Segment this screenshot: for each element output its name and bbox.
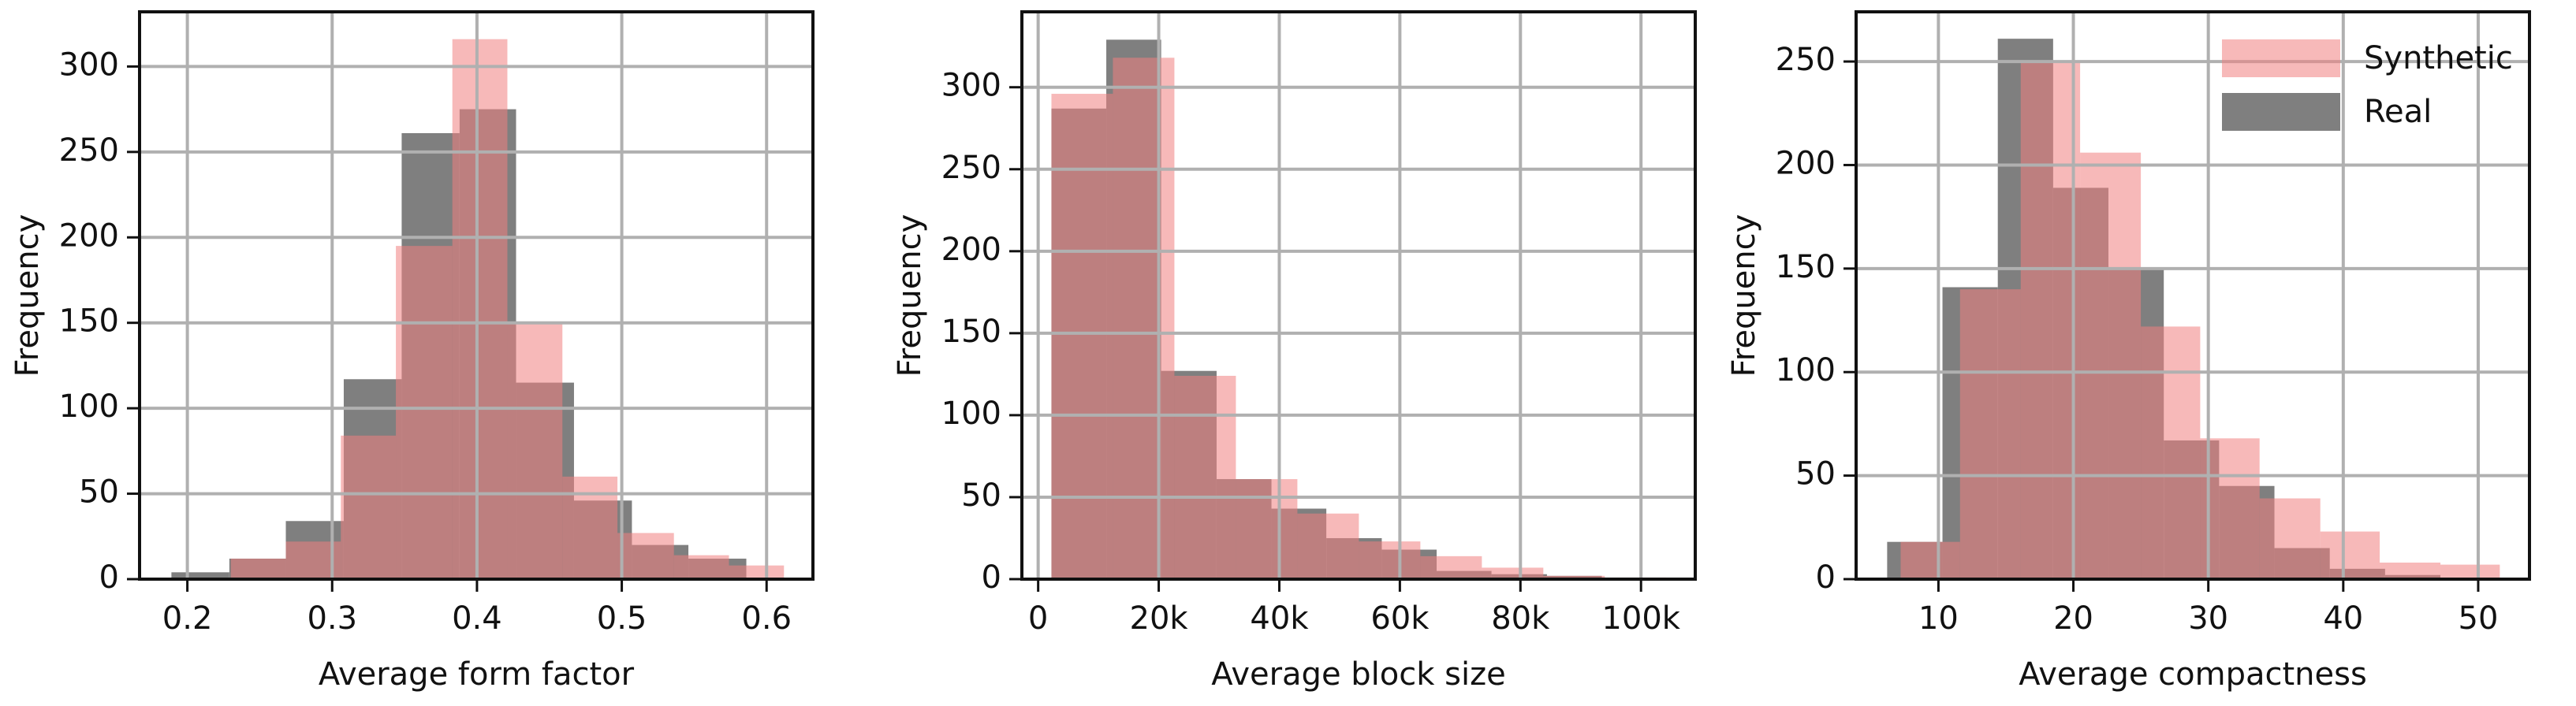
x-tick-label: 0.5: [597, 600, 647, 637]
x-tick-label: 80k: [1491, 600, 1550, 637]
x-tick-label: 20: [2053, 600, 2093, 637]
y-tick-label: 0: [99, 559, 119, 596]
y-tick-label: 200: [59, 217, 119, 254]
x-axis-label: Average form factor: [319, 656, 635, 693]
x-tick-label: 0.3: [307, 600, 357, 637]
y-tick-label: 50: [1795, 456, 1836, 492]
bar: [341, 435, 397, 579]
plot-frame: [1855, 10, 2531, 581]
y-tick-label: 50: [79, 474, 119, 511]
y-tick-label: 100: [1776, 352, 1836, 388]
x-tick-label: 10: [1918, 600, 1959, 637]
x-axis-label: Average block size: [1211, 656, 1505, 693]
x-tick-label: 30: [2188, 600, 2228, 637]
y-axis-label: Frequency: [9, 214, 46, 377]
x-tick-label: 0.6: [741, 600, 792, 637]
bar: [617, 533, 674, 579]
y-tick-label: 300: [941, 68, 1001, 104]
bar: [1359, 541, 1421, 579]
bar: [562, 476, 618, 579]
x-axis-label: Average compactness: [2019, 656, 2367, 693]
legend-label: Synthetic: [2364, 40, 2513, 76]
plot-frame: [138, 10, 815, 581]
x-tick-label: 0.2: [162, 600, 213, 637]
x-tick-label: 50: [2459, 600, 2499, 637]
y-tick-label: 150: [1776, 249, 1836, 285]
y-tick-label: 200: [941, 232, 1001, 268]
legend-label: Real: [2364, 94, 2432, 130]
bar: [2080, 152, 2142, 579]
bar: [1113, 58, 1175, 580]
bar: [1959, 289, 2021, 579]
y-tick-label: 150: [941, 314, 1001, 350]
y-tick-label: 250: [941, 150, 1001, 186]
bar: [2320, 531, 2380, 579]
y-tick-label: 250: [59, 132, 119, 169]
y-tick-label: 250: [1776, 42, 1836, 78]
bar: [2259, 498, 2321, 579]
bar: [171, 572, 229, 579]
bar: [673, 555, 729, 579]
x-tick-label: 0: [1028, 600, 1048, 637]
bar: [2380, 562, 2441, 579]
y-tick-label: 100: [941, 396, 1001, 432]
bar: [507, 322, 563, 579]
x-tick-label: 40k: [1250, 600, 1309, 637]
bar: [2141, 326, 2201, 579]
bar: [2020, 61, 2081, 580]
bar: [729, 565, 785, 579]
bar: [1420, 556, 1482, 579]
bar: [1900, 541, 1960, 579]
plot-frame: [1020, 10, 1697, 581]
legend-swatch: [2222, 93, 2340, 131]
bar: [1543, 575, 1605, 579]
bar: [1174, 375, 1236, 579]
bar: [452, 39, 508, 580]
x-tick-label: 20k: [1130, 600, 1189, 637]
bar: [1236, 479, 1298, 579]
bar: [1482, 567, 1544, 579]
x-tick-label: 0.4: [452, 600, 502, 637]
legend-swatch: [2222, 39, 2340, 77]
y-tick-label: 0: [1816, 559, 1836, 596]
bar: [2200, 438, 2260, 579]
bar: [396, 246, 453, 579]
y-tick-label: 0: [982, 559, 1001, 596]
y-tick-label: 150: [59, 303, 119, 340]
bar: [230, 558, 286, 579]
y-tick-label: 100: [59, 388, 119, 425]
bar: [1051, 94, 1113, 579]
y-tick-label: 50: [961, 477, 1001, 514]
x-tick-label: 40: [2323, 600, 2363, 637]
x-tick-label: 100k: [1601, 600, 1680, 637]
bar: [2440, 564, 2500, 579]
y-axis-label: Frequency: [892, 214, 928, 377]
y-tick-label: 200: [1776, 145, 1836, 181]
bar: [1297, 513, 1359, 579]
y-tick-label: 300: [59, 46, 119, 83]
x-tick-label: 60k: [1370, 600, 1430, 637]
y-axis-label: Frequency: [1726, 214, 1762, 377]
